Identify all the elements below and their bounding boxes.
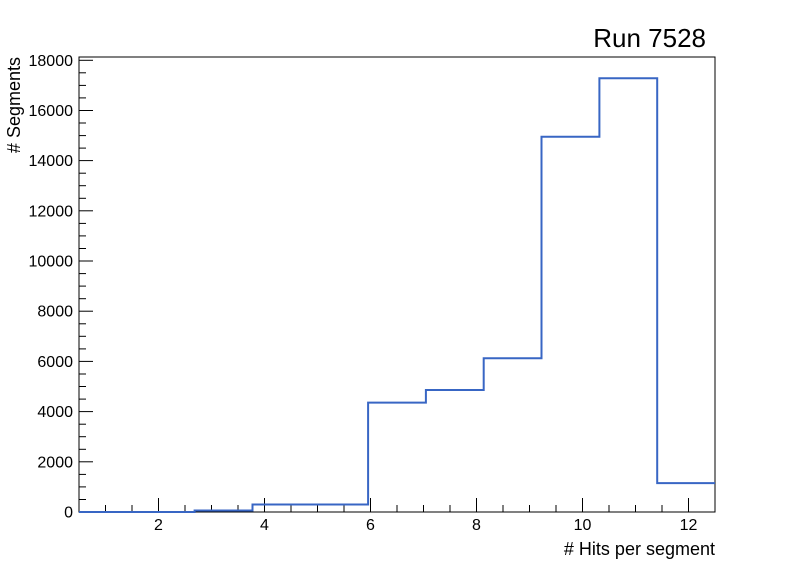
x-tick-label: 8 <box>472 517 481 534</box>
x-tick-label: 12 <box>680 517 698 534</box>
x-axis-title: # Hits per segment <box>564 539 715 559</box>
y-tick-label: 14000 <box>29 153 74 170</box>
y-tick-label: 18000 <box>29 53 74 70</box>
chart-title: Run 7528 <box>593 23 706 53</box>
x-tick-label: 6 <box>366 517 375 534</box>
y-tick-label: 6000 <box>37 354 73 371</box>
x-tick-label: 10 <box>574 517 592 534</box>
y-tick-label: 12000 <box>29 203 74 220</box>
y-tick-label: 4000 <box>37 404 73 421</box>
y-tick-label: 10000 <box>29 254 74 271</box>
y-tick-label: 2000 <box>37 454 73 471</box>
y-tick-label: 16000 <box>29 103 74 120</box>
y-axis-title: # Segments <box>4 57 24 153</box>
plot-frame <box>78 56 716 513</box>
y-tick-label: 8000 <box>37 304 73 321</box>
x-tick-label: 4 <box>260 517 269 534</box>
x-tick-label: 2 <box>154 517 163 534</box>
y-tick-label: 0 <box>64 505 73 522</box>
histogram-step-line <box>79 77 715 513</box>
